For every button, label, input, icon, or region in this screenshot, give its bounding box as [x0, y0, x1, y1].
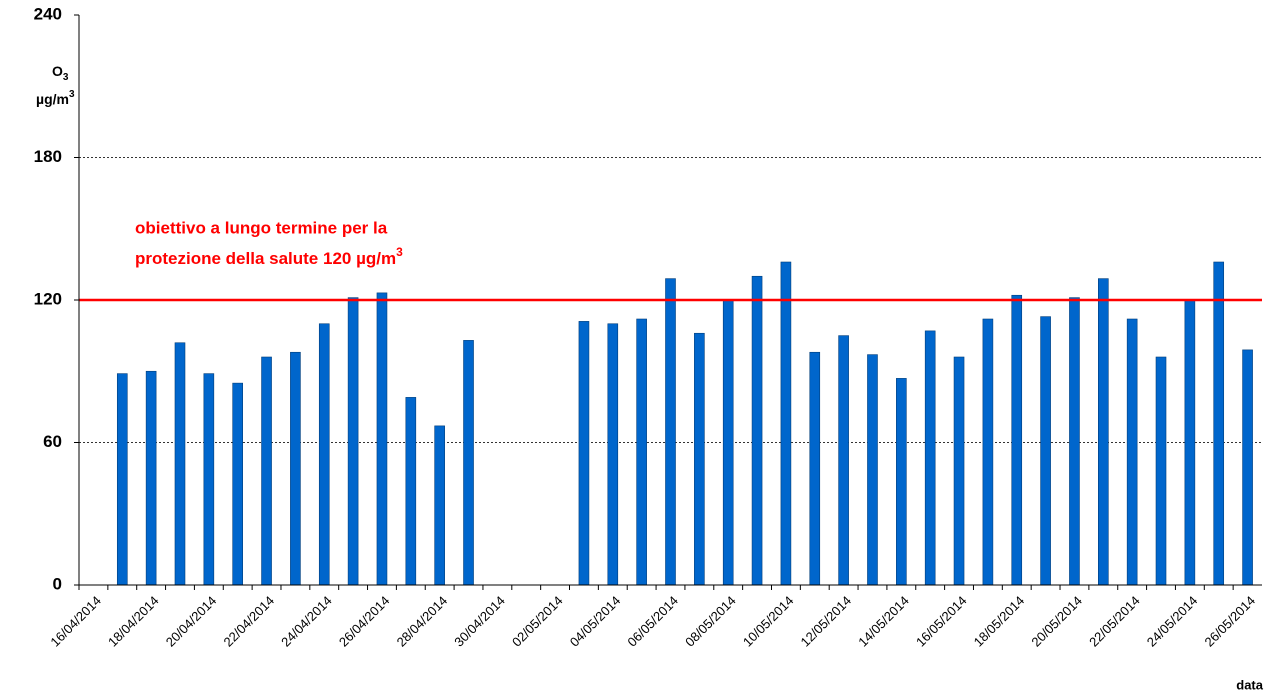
- y-label-text: O: [52, 63, 63, 79]
- bar: [953, 356, 965, 586]
- x-tick-label: 14/05/2014: [855, 593, 912, 650]
- y-tick-label: 240: [34, 4, 62, 23]
- annotation-text: protezione della salute 120 µg/m: [135, 249, 396, 268]
- x-tick-label: 26/04/2014: [336, 593, 393, 650]
- bar: [116, 373, 128, 586]
- y-axis-label: O3: [52, 63, 69, 83]
- x-tick-label: 08/05/2014: [682, 593, 739, 650]
- bar: [896, 378, 907, 586]
- x-tick-label: 22/05/2014: [1086, 593, 1143, 650]
- bar: [1098, 278, 1109, 586]
- x-tick-label: 12/05/2014: [798, 593, 855, 650]
- bar: [1040, 316, 1051, 586]
- x-tick-label: 18/04/2014: [105, 593, 162, 650]
- annotation: protezione della salute 120 µg/m3: [135, 245, 403, 268]
- x-tick-label: 06/05/2014: [624, 593, 681, 650]
- bar: [434, 425, 445, 586]
- bar: [982, 318, 994, 586]
- bar: [261, 356, 272, 586]
- bar: [1184, 299, 1196, 586]
- y-tick-label: 120: [34, 289, 62, 308]
- x-tick-label: 18/05/2014: [971, 593, 1028, 650]
- bar: [924, 330, 936, 586]
- x-tick-label: 16/04/2014: [47, 593, 104, 650]
- bar: [174, 342, 186, 586]
- bar: [607, 323, 619, 586]
- x-tick-label: 10/05/2014: [740, 593, 797, 650]
- bar: [290, 351, 301, 586]
- bar: [376, 292, 388, 586]
- bar: [347, 297, 359, 586]
- bar: [203, 373, 215, 586]
- x-tick-label: 04/05/2014: [567, 593, 624, 650]
- y-tick-label: 0: [53, 574, 62, 593]
- y-tick-label: 60: [43, 432, 62, 451]
- x-axis-label: data: [1236, 677, 1264, 692]
- y-unit-text: µg/m: [36, 91, 69, 107]
- bar: [1126, 318, 1138, 586]
- bar: [405, 397, 417, 586]
- bar: [318, 323, 330, 586]
- x-tick-label: 28/04/2014: [394, 593, 451, 650]
- bar: [232, 382, 243, 586]
- bar: [145, 370, 157, 586]
- bar: [1011, 294, 1023, 586]
- x-tick-label: 26/05/2014: [1202, 593, 1259, 650]
- bar: [463, 340, 474, 586]
- bar: [1242, 349, 1253, 586]
- x-tick-label: 30/04/2014: [451, 593, 508, 650]
- y-axis-unit: µg/m3: [36, 89, 75, 107]
- bar: [867, 354, 878, 586]
- bar: [838, 335, 849, 586]
- x-tick-label: 22/04/2014: [220, 593, 277, 650]
- bar: [751, 275, 763, 586]
- bar: [694, 332, 705, 586]
- bar: [809, 351, 821, 586]
- bar: [780, 261, 792, 586]
- y-label-sub: 3: [63, 72, 69, 83]
- bar: [665, 278, 676, 586]
- bar: [578, 321, 590, 586]
- bar: [722, 299, 734, 586]
- bar: [1213, 261, 1225, 586]
- y-tick-label: 180: [34, 147, 62, 166]
- annotation: obiettivo a lungo termine per la: [135, 218, 388, 237]
- x-tick-label: 20/04/2014: [163, 593, 220, 650]
- x-tick-label: 20/05/2014: [1028, 593, 1085, 650]
- x-tick-label: 24/05/2014: [1144, 593, 1201, 650]
- y-unit-sup: 3: [69, 89, 75, 100]
- x-tick-label: 02/05/2014: [509, 593, 566, 650]
- x-tick-label: 16/05/2014: [913, 593, 970, 650]
- bar: [1155, 356, 1167, 586]
- bar: [636, 318, 647, 586]
- annotation-sup: 3: [396, 245, 403, 259]
- x-tick-label: 24/04/2014: [278, 593, 335, 650]
- bar: [1069, 297, 1080, 586]
